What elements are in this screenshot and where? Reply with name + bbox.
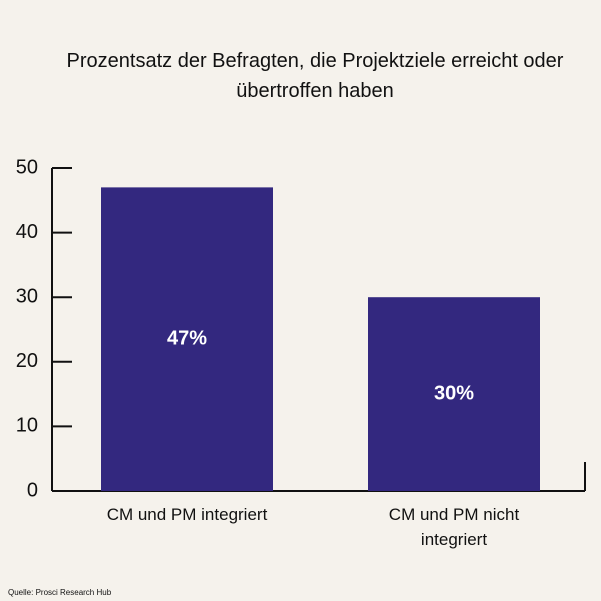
chart-title: Prozentsatz der Befragten, die Projektzi… <box>66 50 564 102</box>
y-tick-label: 20 <box>16 350 38 372</box>
x-tick-label: CM und PM integriert <box>106 505 268 524</box>
y-tick-label: 50 <box>16 156 38 178</box>
bar <box>368 297 540 491</box>
y-tick-label: 0 <box>27 479 38 501</box>
y-tick-label: 30 <box>16 285 38 307</box>
y-tick-label: 40 <box>16 221 38 243</box>
bar <box>101 187 273 491</box>
y-tick-label: 10 <box>16 415 38 437</box>
source-note: Quelle: Prosci Research Hub <box>8 588 112 597</box>
x-tick-label: CM und PM nicht integriert <box>388 505 520 549</box>
value-label: 47% <box>167 327 207 349</box>
value-label: 30% <box>434 382 474 404</box>
